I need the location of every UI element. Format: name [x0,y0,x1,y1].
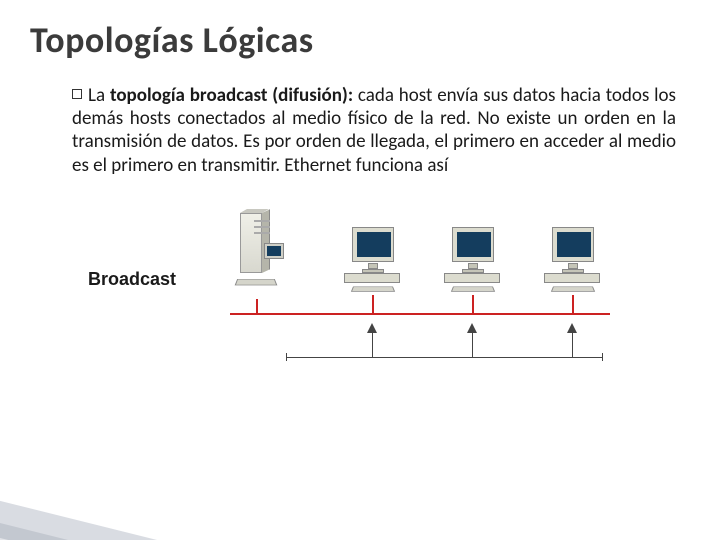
pc-icon [342,227,404,295]
scale-bar [286,357,602,358]
arrow-up-icon [367,323,377,333]
arrow-stem [572,333,573,357]
drop-line [372,295,374,313]
slide: Topologías Lógicas La topología broadcas… [0,0,720,540]
bullet-icon [72,89,82,99]
drop-line [472,295,474,313]
pc-icon [542,227,604,295]
paragraph-bold: topología broadcast (difusión): [110,84,353,107]
bus-line [230,313,610,315]
arrow-up-icon [467,323,477,333]
arrow-stem [372,333,373,357]
scale-tick [286,353,287,361]
slide-title: Topologías Lógicas [30,18,690,62]
drop-line [572,295,574,313]
arrow-up-icon [567,323,577,333]
scale-tick [602,353,603,361]
arrow-stem [472,333,473,357]
server-icon [230,213,284,299]
drop-line [256,299,258,313]
diagram-label: Broadcast [88,269,176,290]
paragraph-lead: La [88,84,110,107]
broadcast-diagram: Broadcast [80,205,640,375]
body-paragraph: La topología broadcast (difusión): cada … [72,84,676,177]
pc-icon [442,227,504,295]
